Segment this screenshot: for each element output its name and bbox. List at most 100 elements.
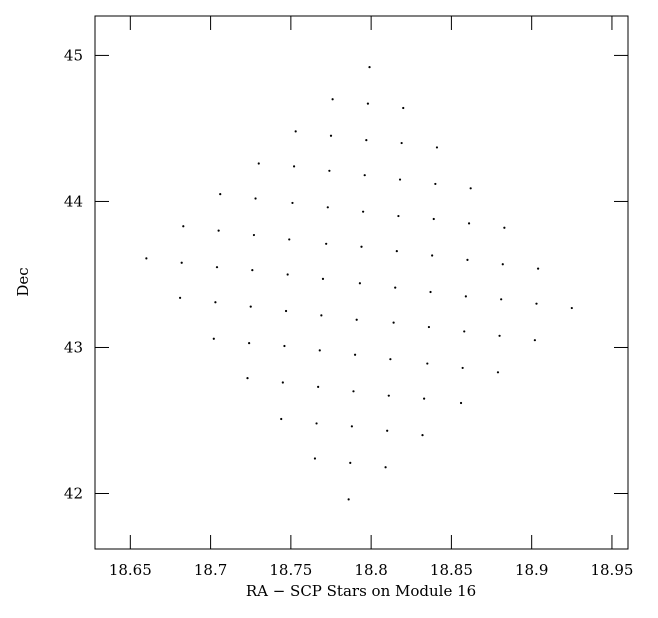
point [395, 250, 398, 253]
point [292, 165, 296, 168]
point [459, 401, 463, 405]
point [214, 301, 217, 304]
point [246, 377, 249, 380]
point [212, 337, 215, 340]
y-tick-label: 45 [64, 46, 83, 64]
point [432, 217, 435, 221]
point [352, 390, 355, 393]
point [463, 330, 466, 333]
point [387, 394, 390, 397]
point [365, 139, 368, 142]
point [180, 261, 183, 264]
point [317, 385, 320, 389]
point [362, 210, 365, 213]
point [249, 305, 252, 308]
point [145, 257, 148, 260]
point [423, 397, 426, 400]
point [501, 263, 504, 266]
x-tick-label: 18.7 [194, 561, 227, 579]
x-tick-label: 18.75 [269, 561, 312, 579]
point [283, 344, 286, 348]
point [353, 353, 357, 356]
point [320, 314, 323, 317]
point [429, 290, 432, 294]
point [467, 222, 471, 225]
point [366, 102, 370, 105]
point [533, 339, 536, 342]
point [570, 306, 573, 310]
point [360, 245, 363, 248]
point [435, 146, 439, 149]
point [252, 233, 256, 237]
point [219, 193, 222, 196]
point [217, 229, 220, 232]
x-axis-label: RA − SCP Stars on Module 16 [246, 582, 476, 600]
point [254, 197, 257, 200]
point [294, 130, 297, 133]
point [466, 258, 469, 261]
x-tick-label: 18.8 [354, 561, 387, 579]
point [426, 362, 429, 365]
point [464, 295, 467, 298]
point [384, 466, 387, 469]
y-axis-label: Dec [14, 267, 32, 296]
point [503, 226, 506, 229]
point [469, 187, 472, 190]
point [318, 349, 321, 352]
point [215, 266, 219, 269]
point [461, 366, 464, 370]
point [434, 182, 437, 186]
point [536, 267, 540, 270]
point [498, 334, 501, 337]
y-tick-label: 44 [64, 192, 83, 210]
point [281, 381, 284, 384]
x-tick-label: 18.65 [109, 561, 152, 579]
point [368, 66, 371, 69]
point [402, 106, 405, 110]
point [280, 417, 283, 421]
point [350, 425, 353, 428]
point [284, 309, 288, 313]
point [398, 178, 402, 181]
point [394, 286, 397, 289]
point [329, 134, 333, 137]
point [291, 201, 294, 205]
point [315, 422, 318, 425]
point [178, 296, 182, 299]
point [496, 371, 500, 374]
point [392, 321, 395, 324]
point [288, 238, 291, 241]
point [431, 254, 434, 257]
point [389, 358, 392, 361]
point [386, 429, 389, 432]
point [397, 214, 400, 218]
point [421, 433, 424, 437]
x-tick-label: 18.9 [515, 561, 548, 579]
point [349, 461, 352, 464]
point [363, 174, 366, 177]
y-tick-label: 42 [64, 485, 83, 503]
point [286, 273, 289, 276]
point [427, 325, 431, 329]
point [321, 277, 325, 280]
point [331, 98, 334, 101]
point [251, 268, 254, 272]
point [248, 342, 251, 345]
point [355, 318, 358, 321]
point [347, 498, 350, 501]
x-tick-label: 18.85 [430, 561, 473, 579]
point [500, 298, 503, 301]
y-tick-label: 43 [64, 338, 83, 356]
point [535, 302, 538, 305]
point [313, 457, 317, 460]
point [400, 141, 403, 145]
point [325, 242, 328, 245]
point [182, 225, 185, 228]
point [358, 282, 361, 285]
point [328, 169, 331, 172]
point [326, 206, 329, 209]
point [257, 162, 260, 165]
x-tick-label: 18.95 [590, 561, 633, 579]
plot-frame [94, 15, 629, 550]
